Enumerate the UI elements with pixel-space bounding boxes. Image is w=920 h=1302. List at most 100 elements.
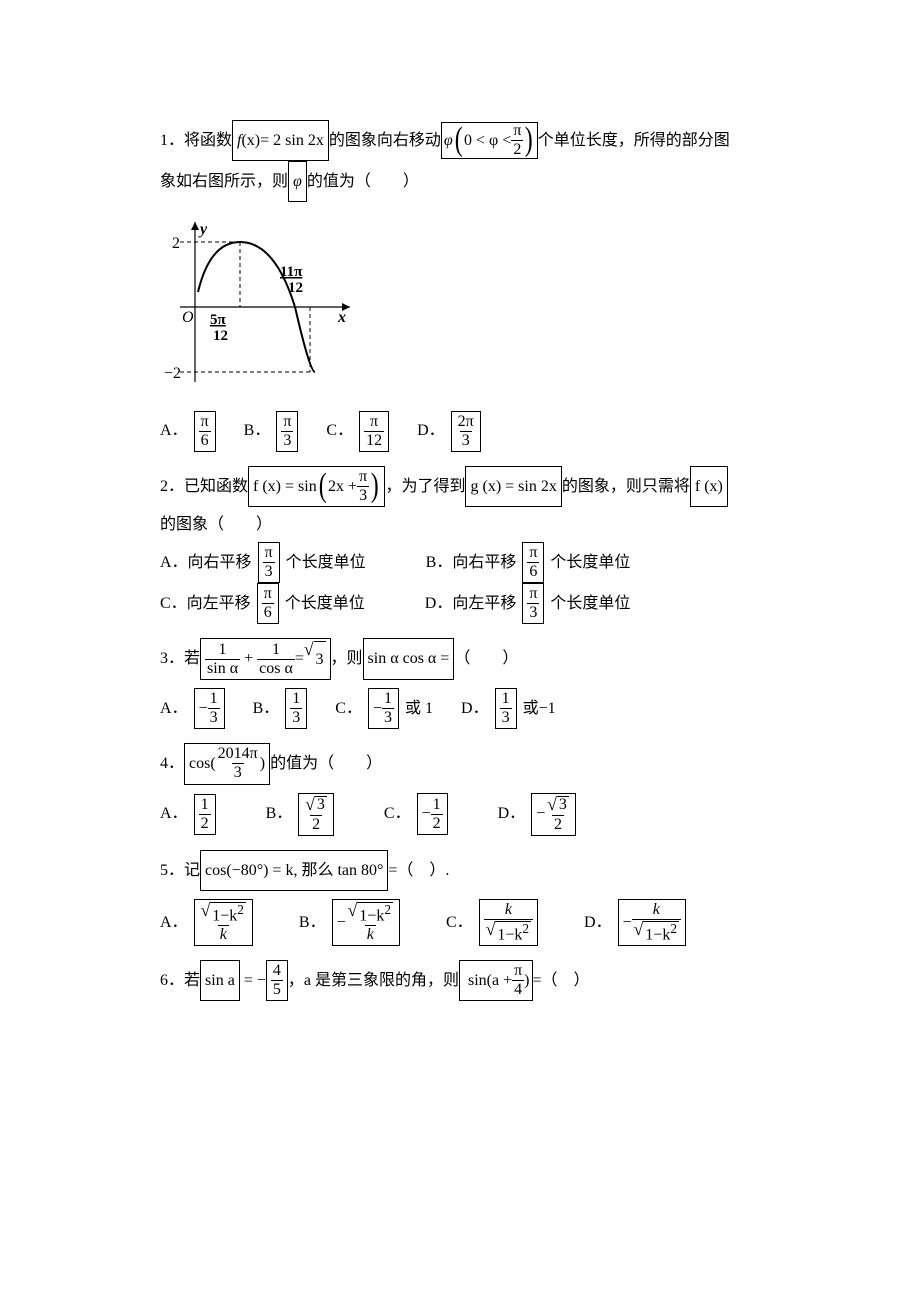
n: 1 [382,691,394,708]
f: 13 [290,691,302,726]
paren-l: ( [454,125,462,156]
q2-gx: g (x) = sin 2x [465,466,561,507]
f: π3 [527,586,539,621]
question-6: 6．若 sin a = − 45 ，a 是第三象限的角，则 sin(a + π4… [160,960,800,1001]
d: sin α [205,659,240,677]
q2D: D．向左平移 π3 个长度单位 [425,583,631,624]
l: C． [384,796,411,831]
n: √3 [303,796,329,815]
q1-phi2: φ [288,161,307,202]
paren-r: ) [525,125,533,156]
l: A． [160,691,188,726]
n: 4 [271,963,283,980]
b: 13 [495,688,517,729]
f: √1−k2 k [346,902,395,943]
d: 3 [232,763,244,781]
f: k √1−k2 [484,902,533,943]
q2fx: f (x) = sin [253,469,317,504]
t2: 个长度单位 [550,545,630,580]
q6c: =（ ） [533,963,590,998]
d: 3 [527,603,539,621]
n: π [368,414,380,431]
s: 2 [384,902,391,917]
cos: cos( [189,746,216,781]
rd: 3 [315,796,327,813]
lblB: B． [244,413,271,448]
pr: ) [371,471,379,502]
f: π3 [263,545,275,580]
n: 1 [199,797,211,814]
d: 4 [512,980,524,998]
f: √32 [545,796,571,833]
q5A: A． √1−k2 k [160,899,253,946]
q1-line1: 1．将函数 f (x) = 2 sin 2x 的图象向右移动 φ ( 0 < φ… [160,120,800,161]
rd: 1−k2 [643,921,679,943]
r: √ [348,902,358,920]
s: sin(a + [468,963,512,998]
lbl-12b: 12 [288,280,303,296]
q5a: 5．记 [160,853,200,888]
r: √ [201,902,211,920]
l: B． [253,691,280,726]
q1-opt-A: A． π6 [160,411,216,452]
r: ) [524,963,529,998]
q4B: B． √32 [266,793,334,836]
fracD: 2π3 [456,414,476,449]
q4-expr: cos( 2014π3 ) [184,743,270,784]
fracB: π3 [281,414,293,449]
t: C．向左平移 [160,586,251,621]
q4-opts: A． 12 B． √32 C． −12 D． −√32 [160,793,800,836]
q1-opt-B: B． π3 [244,411,299,452]
n: √1−k2 [346,902,395,925]
eq: = [295,641,304,676]
q2b: ，为了得到 [385,469,465,504]
q2B: B．向右平移 π6 个长度单位 [426,542,631,583]
q5-opts: A． √1−k2 k B． − √1−k2 k C． k √1−k2 D． − [160,899,800,946]
q5C: C． k √1−k2 [446,899,538,946]
f: k √1−k2 [632,902,681,943]
f: 45 [271,963,283,998]
d: 2 [552,815,564,833]
d: 3 [263,562,275,580]
l: D． [461,691,489,726]
question-2: 2．已知函数 f (x) = sin ( 2x + π3 ) ，为了得到 g (… [160,466,800,624]
sqrt3: √3 [304,641,326,677]
q2-optsAB: A．向右平移 π3 个长度单位 B．向右平移 π6 个长度单位 [160,542,800,583]
d: 2 [310,815,322,833]
q3b: ，则 [331,641,363,676]
n: π [263,545,275,562]
q2-optsCD: C．向左平移 π6 个长度单位 D．向左平移 π3 个长度单位 [160,583,800,624]
d: cos α [257,659,295,677]
r: √ [634,921,644,939]
f: 12 [431,797,443,832]
q4C: C． −12 [384,793,448,834]
t: D．向左平移 [425,586,517,621]
l: C． [335,691,362,726]
d: k [365,925,376,943]
eq: = [240,963,257,998]
q5-line1: 5．记 cos(−80°) = k, 那么 tan 80° =（ ）. [160,850,800,891]
q5B: B． − √1−k2 k [299,899,400,946]
n: π [512,963,524,980]
q2a: 2．已知函数 [160,469,248,504]
d: 3 [500,708,512,726]
l: A． [160,796,188,831]
s: 2 [522,921,529,936]
q2-line2: 的图象（ ） [160,507,800,542]
n: 1 [290,691,302,708]
d: 6 [527,562,539,580]
n: π [527,586,539,603]
d: 6 [262,603,274,621]
t2: 个长度单位 [550,586,630,621]
q4-line1: 4． cos( 2014π3 ) 的值为（ ） [160,743,800,784]
q1-phi-box: φ ( 0 < φ < π 2 ) [441,122,538,159]
t: 1−k [359,907,384,924]
n: 1 [431,797,443,814]
graph-svg: 2 −2 O y x 5π 12 11π 12 [160,212,360,387]
n: √3 [545,796,571,815]
n: k [651,902,662,919]
q2C: C．向左平移 π6 个长度单位 [160,583,365,624]
b: 13 [285,688,307,729]
q6-line1: 6．若 sin a = − 45 ，a 是第三象限的角，则 sin(a + π4… [160,960,800,1001]
t: 1−k [497,926,522,943]
